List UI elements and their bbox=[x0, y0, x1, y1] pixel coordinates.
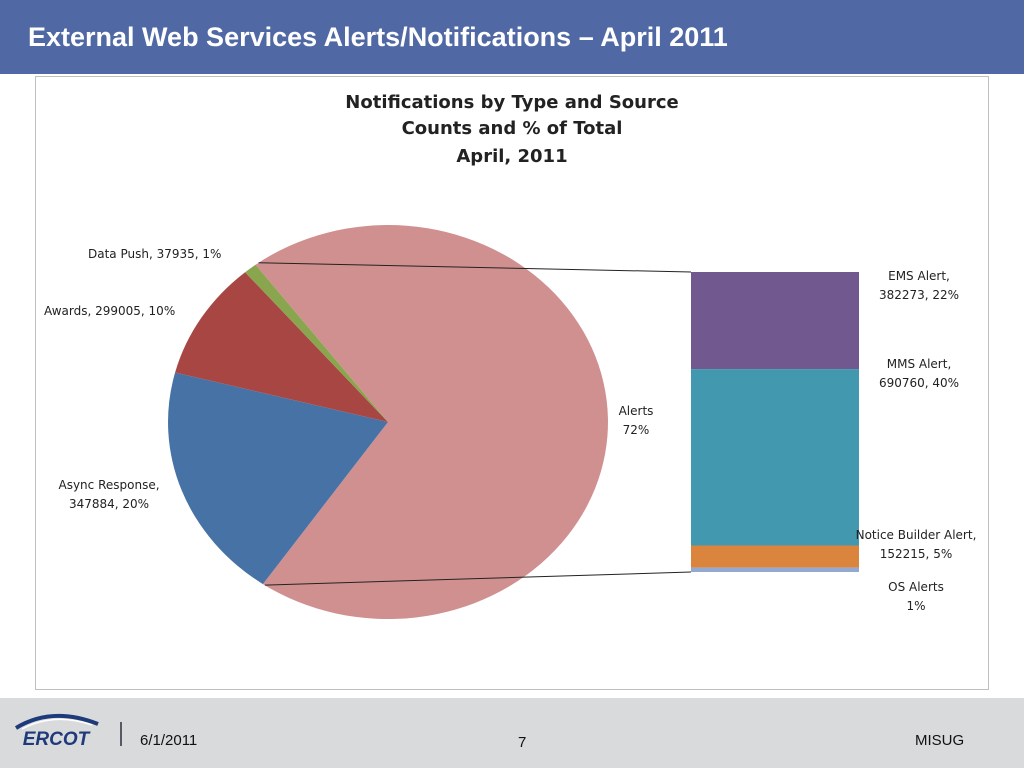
footer-org: MISUG bbox=[915, 732, 965, 749]
bar-segment-ems-alert bbox=[691, 272, 859, 370]
bar-label-os-alerts-line-1: OS Alerts bbox=[888, 580, 944, 594]
pie-label-alerts-line-2: 72% bbox=[623, 423, 650, 437]
bar-segment-os-alerts bbox=[691, 567, 859, 572]
bar-stack-layer bbox=[258, 262, 859, 586]
bar-label-mms-alert-line-1: MMS Alert, bbox=[887, 357, 952, 371]
bar-label-ems-alert-line-2: 382273, 22% bbox=[879, 288, 959, 302]
page-number: 7 bbox=[518, 734, 527, 751]
pie-label-async-response-line-1: Async Response, bbox=[58, 478, 159, 492]
pie-label-awards: Awards, 299005, 10% bbox=[44, 304, 175, 318]
footer-separator bbox=[120, 722, 122, 746]
bar-label-notice-builder-alert-line-1: Notice Builder Alert, bbox=[856, 528, 977, 542]
bar-label-os-alerts-line-2: 1% bbox=[906, 599, 925, 613]
pie-layer bbox=[168, 225, 608, 620]
bar-segment-mms-alert bbox=[691, 369, 859, 546]
footer: ERCOT 6/1/2011 7 MISUG bbox=[0, 698, 1024, 768]
bar-label-notice-builder-alert-line-2: 152215, 5% bbox=[880, 547, 952, 561]
connector-line-top bbox=[258, 262, 692, 273]
pie-slice-async-response bbox=[168, 372, 388, 585]
pie-slice-alerts bbox=[255, 225, 608, 620]
title-bar: External Web Services Alerts/Notificatio… bbox=[0, 0, 1024, 74]
pie-label-alerts-line-1: Alerts bbox=[619, 404, 654, 418]
pie-of-pie-chart: Notifications by Type and Source Counts … bbox=[44, 92, 976, 620]
slide-title: External Web Services Alerts/Notificatio… bbox=[28, 22, 728, 52]
logo-text: ERCOT bbox=[23, 729, 91, 750]
chart-title-line-1: Notifications by Type and Source bbox=[345, 92, 678, 113]
connector-line-bottom bbox=[264, 571, 692, 586]
footer-date: 6/1/2011 bbox=[140, 732, 198, 749]
chart-title-line-3: April, 2011 bbox=[456, 146, 567, 167]
chart-title-line-2: Counts and % of Total bbox=[402, 118, 623, 139]
label-layer: Alerts 72% Async Response, 347884, 20% Award… bbox=[44, 247, 976, 613]
pie-label-data-push: Data Push, 37935, 1% bbox=[88, 247, 221, 261]
bar-label-ems-alert-line-1: EMS Alert, bbox=[888, 269, 950, 283]
pie-slice-awards bbox=[175, 272, 388, 422]
ercot-logo: ERCOT bbox=[14, 714, 99, 750]
pie-slice-data-push bbox=[245, 264, 388, 422]
chart-frame: Notifications by Type and Source Counts … bbox=[35, 76, 989, 690]
pie-label-async-response-line-2: 347884, 20% bbox=[69, 497, 149, 511]
bar-label-mms-alert-line-2: 690760, 40% bbox=[879, 376, 959, 390]
bar-segment-notice-builder-alert bbox=[691, 545, 859, 568]
